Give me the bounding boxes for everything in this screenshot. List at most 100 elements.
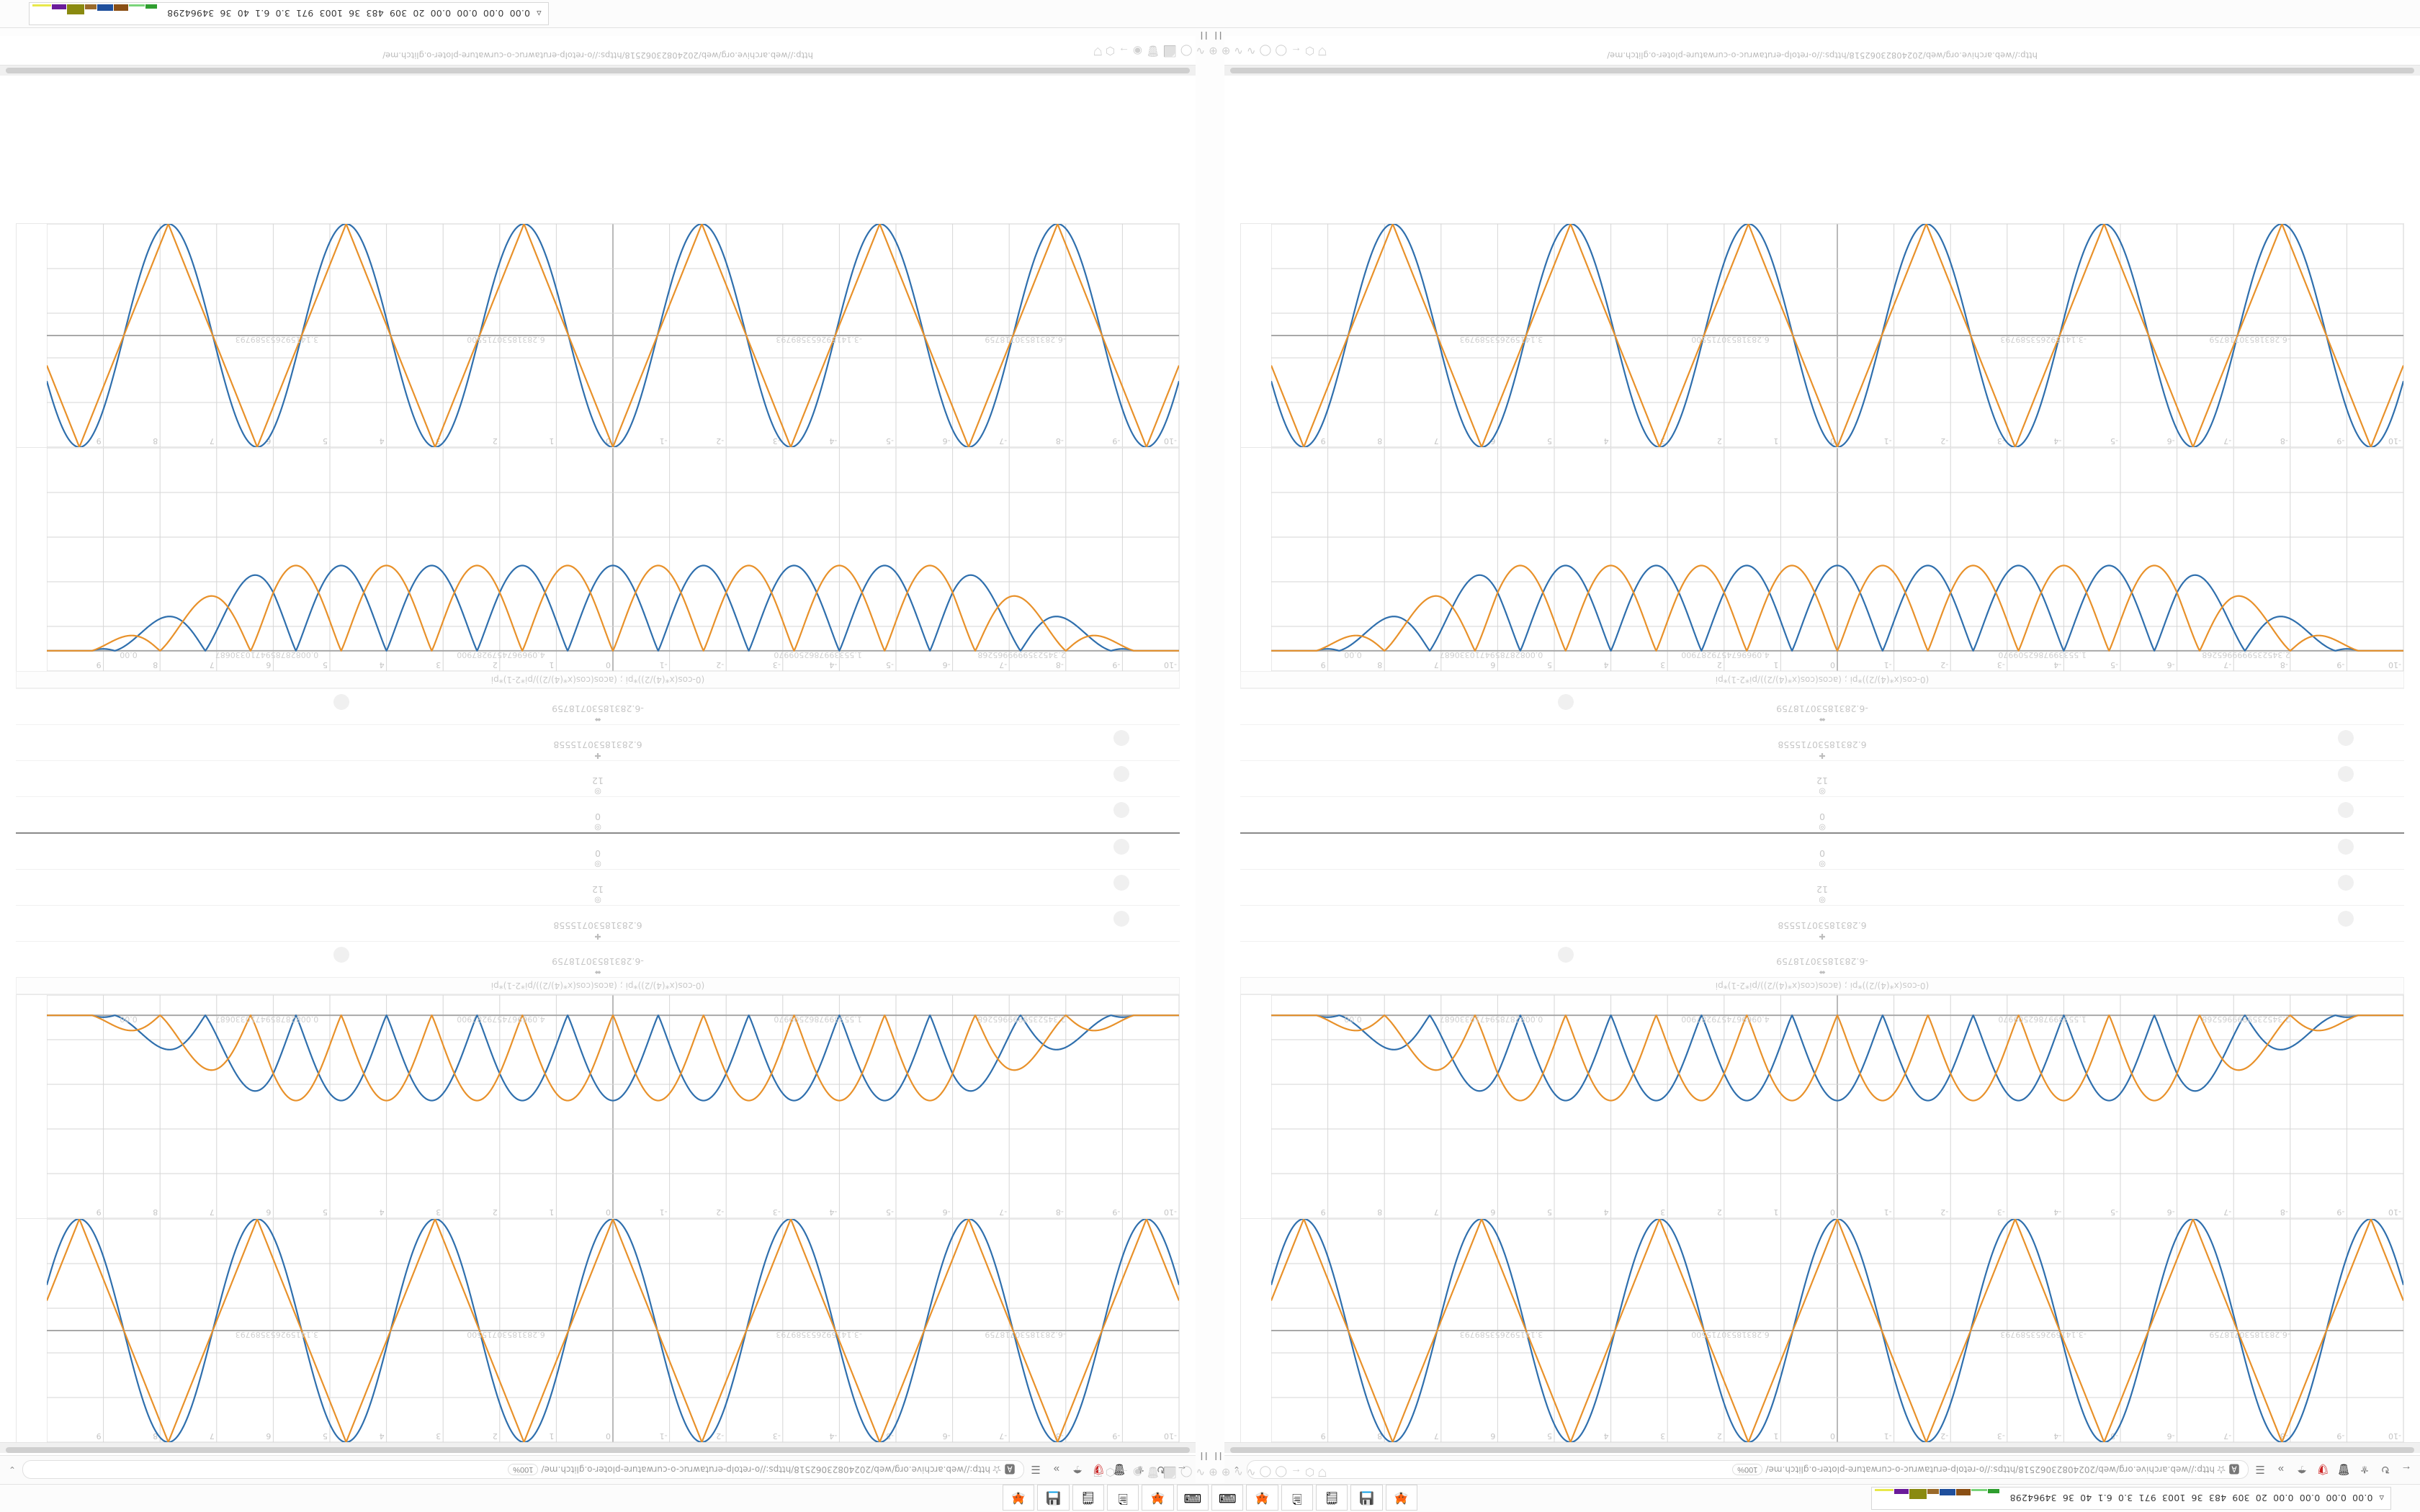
toolbar-icon[interactable]: ← [1291, 45, 1302, 58]
slider-handle-icon[interactable]: ⬌ [594, 968, 601, 976]
launcher-notepad-icon[interactable]: 🗒 [1072, 1485, 1105, 1511]
y-min-slider[interactable]: ◎ 0 [16, 832, 1180, 869]
slider-handle-icon[interactable]: ◎ [594, 787, 601, 796]
y-min-mirror-slider[interactable]: ◎ 0 [16, 796, 1180, 832]
tray-expand-icon[interactable]: ▵ [2379, 1493, 2384, 1504]
translate-icon[interactable]: 🅰 [2228, 1462, 2240, 1475]
chart-1[interactable]: -10-9-8-7-6-5-4-3-2-1012345678910-6.2831… [1271, 1219, 2403, 1442]
slider-handle-icon[interactable]: ◎ [594, 860, 601, 868]
toolbar-icon[interactable]: ⛉ [1318, 1466, 1327, 1479]
formula-display-top[interactable]: (0-cos(x*(4)/2))*pi ; (acos(cos(x*(4)/2)… [1240, 977, 2404, 994]
tray-expand-icon[interactable]: ▵ [537, 9, 542, 19]
toolbar-icon[interactable]: ◯ [1259, 45, 1272, 57]
plot-container-chart-1[interactable]: -10-9-8-7-6-5-4-3-2-1012345678910-6.2831… [16, 1218, 1180, 1442]
system-taskbar-bottom[interactable]: ▵ 0.00 0.00 0.00 0.00 20 309 483 36 1003 971 3.0 6.… [0, 0, 2420, 28]
x-max-mirror-slider[interactable]: ✚ 6.28318530715558 [1240, 724, 2404, 760]
toolbar-icon[interactable]: ◯ [1259, 1466, 1272, 1478]
plot-container-chart-1[interactable]: -10-9-8-7-6-5-4-3-2-1012345678910-6.2831… [1240, 1218, 2404, 1442]
horizontal-scrollbar-bottom-left[interactable] [1224, 65, 2420, 76]
y-min-mirror-slider[interactable]: ◎ 0 [1240, 796, 2404, 832]
reload-icon[interactable]: ↻ [2380, 1463, 2390, 1475]
toolbar-icon[interactable]: ⬡ [1305, 45, 1315, 57]
chart-4[interactable]: -10-9-8-7-6-5-4-3-2-1012345678910-6.2831… [47, 224, 1179, 447]
trash-icon[interactable]: 🗑 [2336, 1463, 2351, 1475]
launcher-terminal-icon[interactable]: ⌨ [1211, 1485, 1244, 1511]
toolbar-icon[interactable]: 🗑 [1146, 1466, 1160, 1478]
formula-display-top[interactable]: (0-cos(x*(4)/2))*pi ; (acos(cos(x*(4)/2)… [16, 977, 1180, 994]
slider-handle-icon[interactable]: ◎ [1819, 823, 1826, 832]
slider-handle-icon[interactable]: ✚ [594, 751, 601, 760]
toolbar-icon[interactable]: ∿ [1246, 45, 1256, 57]
slider-handle-icon[interactable]: ◎ [1819, 860, 1826, 868]
toolbar-icon[interactable]: ⬡ [1105, 1466, 1115, 1478]
browser-window-left[interactable]: ← ↻ ⚜ 🗑 🛡 ☂ » ☰ 🅰 ☆ http://web.archive.o… [1224, 36, 2420, 1483]
y-max-slider[interactable]: ◎ 12 [1240, 869, 2404, 905]
formula-display-bottom[interactable]: (0-cos(x*(4)/2))*pi ; (acos(cos(x*(4)/2)… [1240, 671, 2404, 688]
app-launcher-top[interactable]: 🦊 💾 🗒 🖹 🦊 ⌨ ⌨ 🦊 🖹 🗒 💾 🦊 [1001, 1483, 1419, 1512]
zoom-level-badge[interactable]: 100% [1732, 1464, 1763, 1475]
toolbar-icon[interactable]: ◉ [1132, 1466, 1143, 1478]
toolbar-icon[interactable]: ⬡ [1105, 45, 1115, 57]
address-bar-right[interactable]: 🅰 ☆ http://web.archive.org/web/202408230… [22, 1460, 1024, 1479]
toolbar-icon[interactable]: ← [1291, 1466, 1302, 1479]
y-max-mirror-slider[interactable]: ◎ 12 [16, 760, 1180, 796]
slider-handle-icon[interactable]: ◎ [1819, 787, 1826, 796]
toolbar-icon[interactable]: ⬜ [1163, 1466, 1177, 1478]
x-max-slider[interactable]: ✚ 6.28318530715558 [16, 905, 1180, 941]
toolbar-icon[interactable]: ⊕ [1209, 45, 1218, 57]
chart-3[interactable]: -10-9-8-7-6-5-4-3-2-10123456789102.34523… [47, 448, 1179, 671]
x-min-mirror-slider[interactable]: ⬌ -6.28318530718759 [16, 688, 1180, 724]
chart-4[interactable]: -10-9-8-7-6-5-4-3-2-1012345678910-6.2831… [1271, 224, 2403, 447]
plot-container-chart-3[interactable]: -10-9-8-7-6-5-4-3-2-10123456789102.34523… [1240, 447, 2404, 671]
y-min-slider[interactable]: ◎ 0 [1240, 832, 2404, 869]
slider-handle-icon[interactable]: ◎ [594, 896, 601, 904]
toolbar-icon[interactable]: ⊕ [1209, 1466, 1218, 1478]
toolbar-icon[interactable]: ⬜ [1163, 45, 1177, 57]
toolbar-icon[interactable]: ◯ [1180, 45, 1193, 57]
overflow-icon[interactable]: » [2277, 1463, 2285, 1476]
zoom-level-badge[interactable]: 100% [508, 1464, 539, 1475]
toolbar-icon[interactable]: → [1118, 1466, 1129, 1479]
toolbar-icon[interactable]: ⊕ [1221, 45, 1231, 57]
globe-icon[interactable]: ⚜ [2360, 1463, 2370, 1475]
y-max-slider[interactable]: ◎ 12 [16, 869, 1180, 905]
slider-handle-icon[interactable]: ⬌ [594, 715, 601, 724]
back-icon[interactable]: ← [2401, 1463, 2412, 1476]
x-min-slider[interactable]: ⬌ -6.28318530718759 [16, 941, 1180, 977]
plot-container-chart-4[interactable]: -10-9-8-7-6-5-4-3-2-1012345678910-6.2831… [1240, 223, 2404, 447]
x-max-mirror-slider[interactable]: ✚ 6.28318530715558 [16, 724, 1180, 760]
launcher-firefox-icon[interactable]: 🦊 [1385, 1485, 1417, 1511]
launcher-firefox-icon[interactable]: 🦊 [1003, 1485, 1035, 1511]
shield-icon[interactable]: 🛡 [2316, 1463, 2330, 1475]
slider-handle-icon[interactable]: ✚ [594, 932, 601, 940]
chevron-down-icon[interactable]: ⌄ [8, 1464, 17, 1475]
toolbar-icon[interactable]: ∿ [1196, 1466, 1206, 1478]
launcher-floppy-save-icon[interactable]: 💾 [1350, 1485, 1383, 1511]
slider-handle-icon[interactable]: ◎ [594, 823, 601, 832]
bookmark-star-icon[interactable]: ☆ [2216, 1463, 2226, 1475]
y-max-mirror-slider[interactable]: ◎ 12 [1240, 760, 2404, 796]
plot-container-chart-3[interactable]: -10-9-8-7-6-5-4-3-2-10123456789102.34523… [16, 447, 1180, 671]
chart-2[interactable]: -10-9-8-7-6-5-4-3-2-10123456789102.34523… [47, 995, 1179, 1218]
x-min-slider[interactable]: ⬌ -6.28318530718759 [1240, 941, 2404, 977]
toolbar-icon[interactable]: ◯ [1180, 1466, 1193, 1478]
slider-handle-icon[interactable]: ✚ [1819, 751, 1826, 760]
slider-handle-icon[interactable]: ✚ [1819, 932, 1826, 940]
menu-icon[interactable]: ☰ [2255, 1463, 2265, 1475]
toolbar-icon[interactable]: ⛉ [1093, 1466, 1102, 1479]
toolbar-icon[interactable]: ⊕ [1221, 1466, 1231, 1478]
chart-1[interactable]: -10-9-8-7-6-5-4-3-2-1012345678910-6.2831… [47, 1219, 1179, 1442]
system-tray[interactable]: ▵ 0.00 0.00 0.00 0.00 20 309 483 36 1003 971 3.0 6.… [29, 2, 549, 25]
slider-handle-icon[interactable]: ◎ [1819, 896, 1826, 904]
app-toolbar-top[interactable]: ⛉ ⬡ ← ◯ ◯ ∿ ∿ ⊕ ⊕ ∿ ◯ ⬜ 🗑 ◉ → ⬡ ⛉ [1001, 1466, 1419, 1479]
launcher-calculator-icon[interactable]: 🖹 [1281, 1485, 1313, 1511]
launcher-calculator-icon[interactable]: 🖹 [1107, 1485, 1139, 1511]
launcher-notepad-icon[interactable]: 🗒 [1315, 1485, 1348, 1511]
horizontal-scrollbar-bottom-right[interactable] [0, 65, 1196, 76]
toolbar-icon[interactable]: ⛉ [1093, 45, 1102, 58]
toolbar-icon[interactable]: ⛉ [1318, 45, 1327, 58]
toolbar-icon[interactable]: ∿ [1196, 45, 1206, 57]
plot-container-chart-2[interactable]: -10-9-8-7-6-5-4-3-2-10123456789102.34523… [1240, 994, 2404, 1218]
toolbar-icon[interactable]: ∿ [1234, 1466, 1243, 1478]
toolbar-icon[interactable]: ◯ [1275, 1466, 1288, 1478]
